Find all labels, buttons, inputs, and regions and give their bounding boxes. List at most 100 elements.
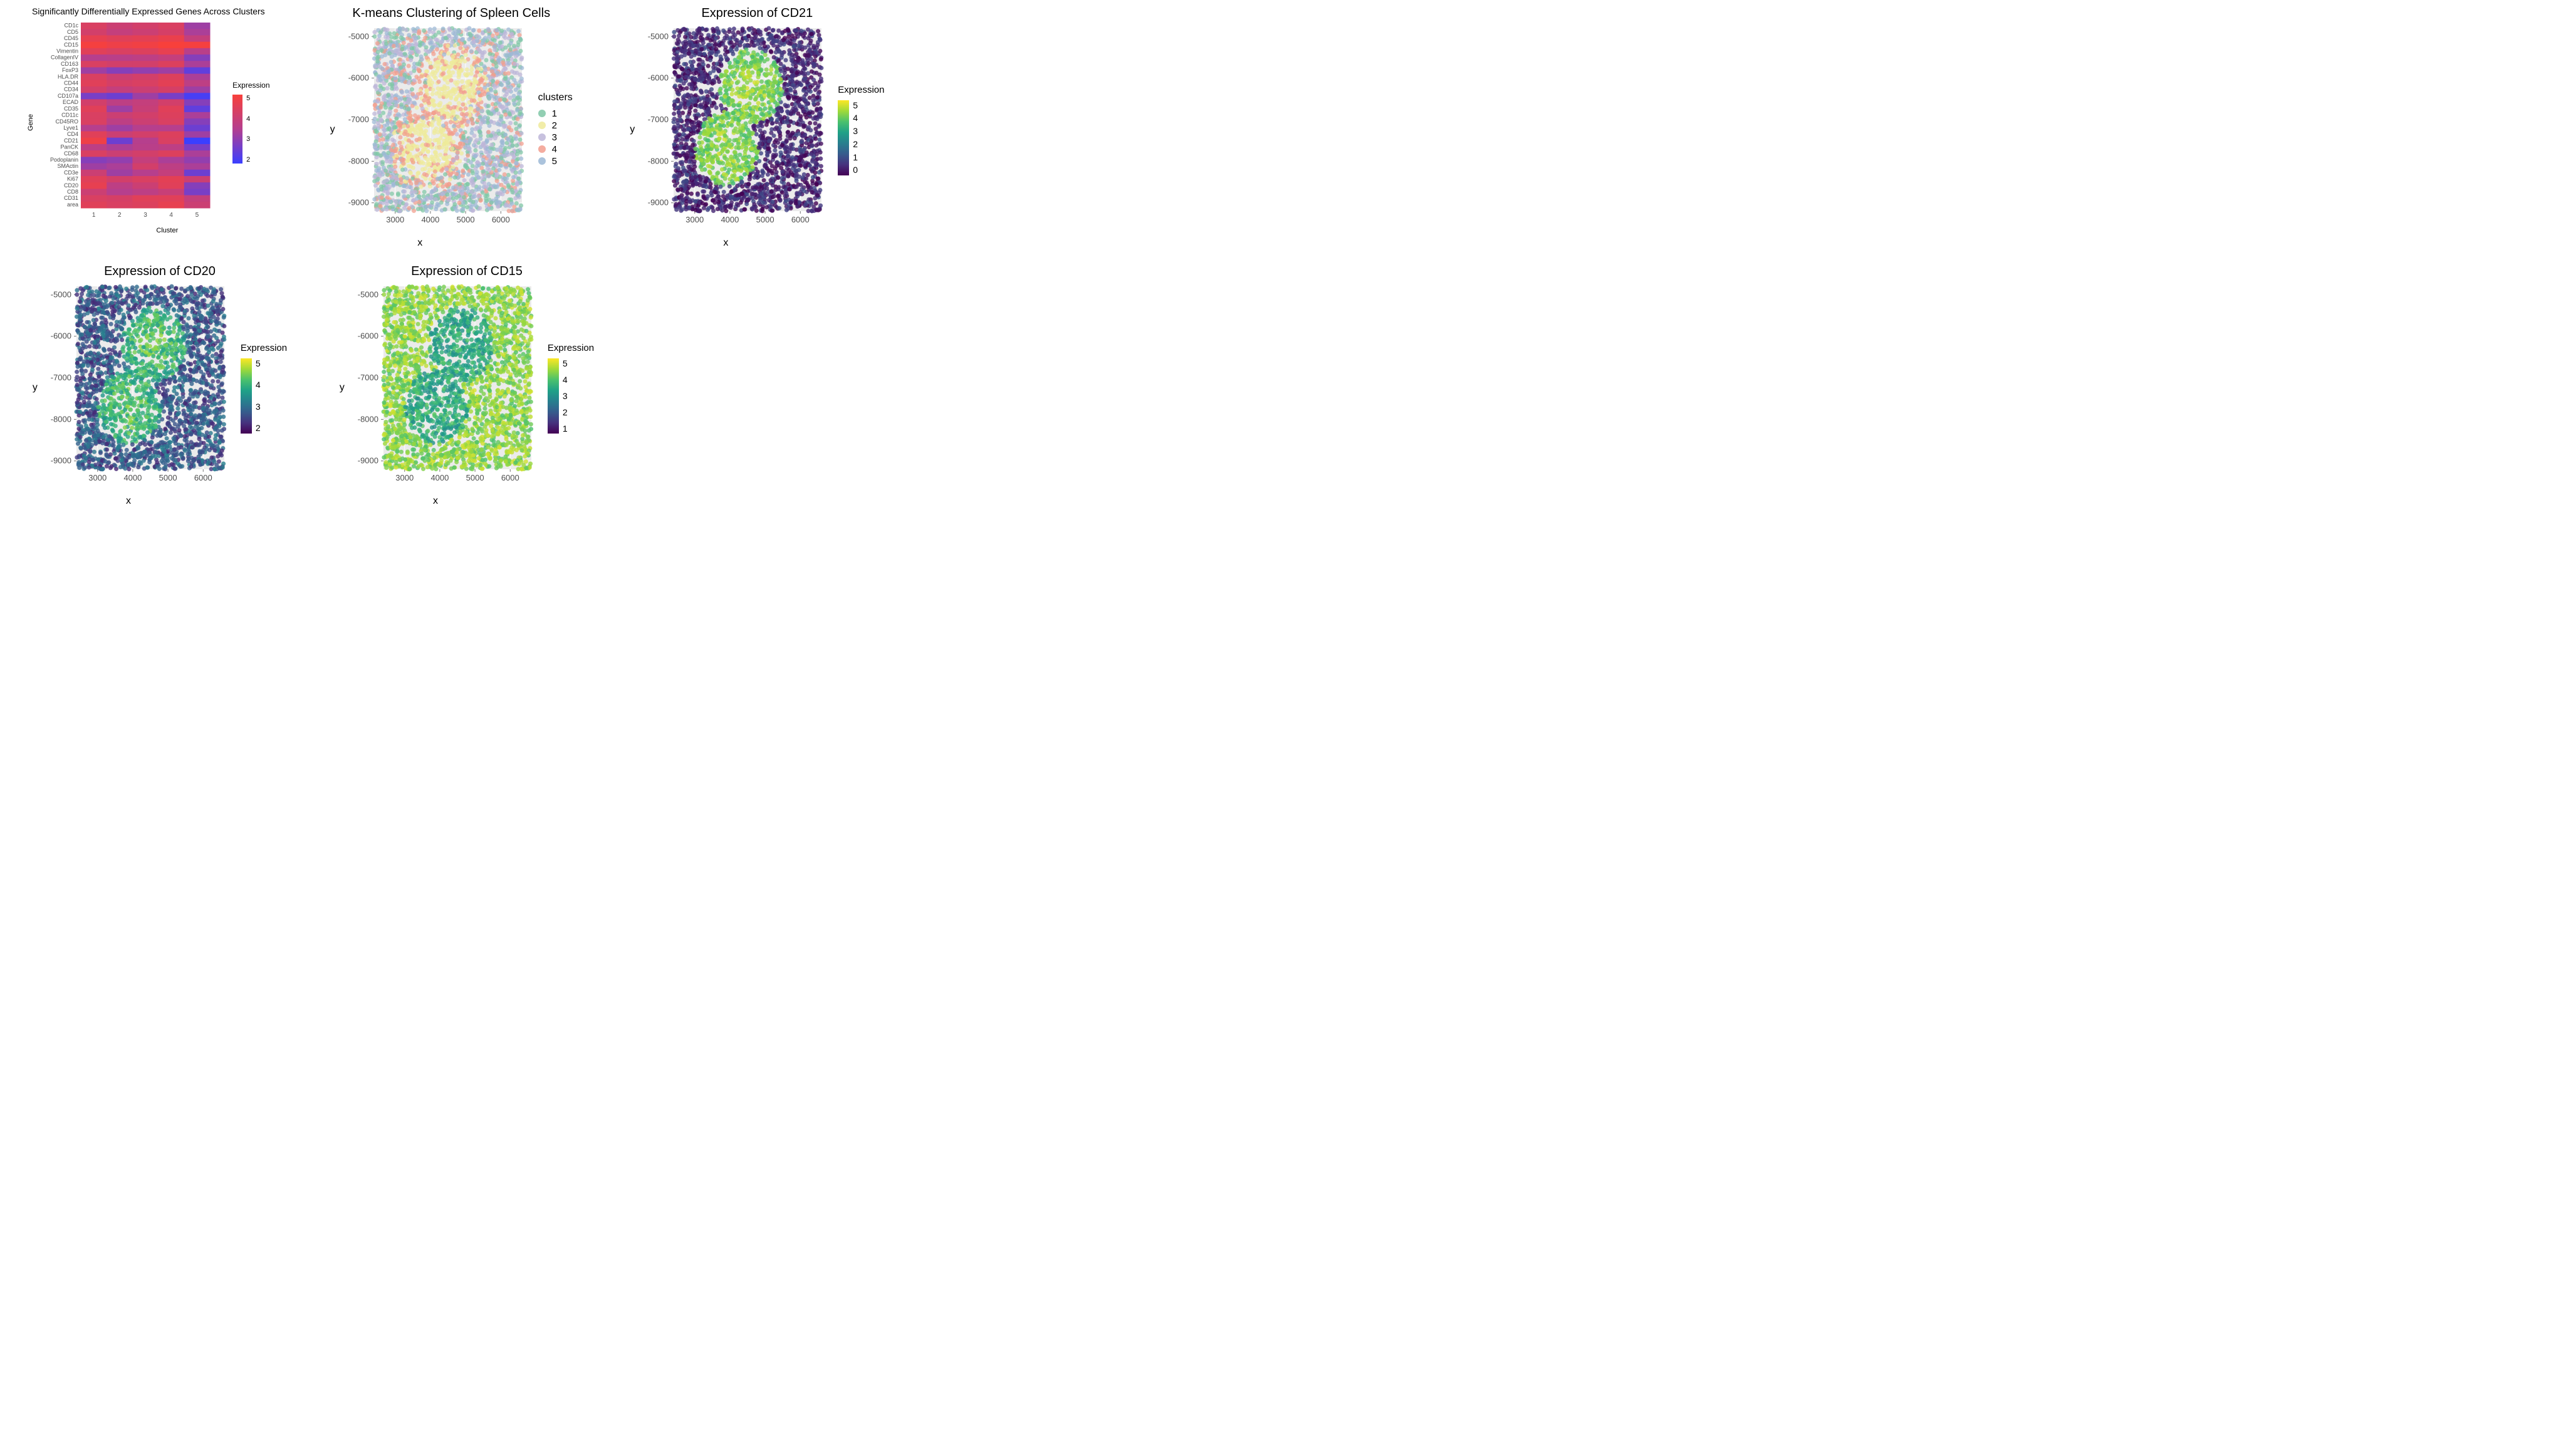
cd15-title: Expression of CD15: [411, 264, 523, 279]
heatmap-ylabel: Gene: [27, 114, 34, 131]
kmeans-legend-title: clusters: [538, 92, 573, 103]
kmeans-plot-wrap: y 3000400050006000-5000-6000-7000-8000-9…: [330, 23, 573, 236]
heatmap-colorbar-strip: [232, 95, 242, 164]
svg-text:CD8: CD8: [67, 189, 78, 195]
svg-text:area: area: [67, 201, 78, 207]
row-2: Expression of CD20 y 3000400050006000-50…: [13, 264, 902, 507]
cd15-plot-wrap: y 3000400050006000-5000-6000-7000-8000-9…: [340, 281, 594, 494]
cd15-ylabel: y: [340, 382, 345, 393]
svg-text:4: 4: [170, 212, 174, 219]
svg-text:ECAD: ECAD: [63, 99, 79, 105]
heatmap-panel: Significantly Differentially Expressed G…: [13, 6, 284, 234]
svg-text:2: 2: [118, 212, 122, 219]
legend-label: 2: [552, 120, 557, 131]
svg-text:5: 5: [195, 212, 199, 219]
svg-text:CD107a: CD107a: [58, 93, 78, 99]
heatmap-colorbar-ticks: 5432: [246, 95, 250, 164]
kmeans-legend-item: 4: [538, 144, 573, 155]
legend-label: 5: [552, 156, 557, 167]
svg-text:-9000: -9000: [648, 198, 669, 207]
svg-text:CD20: CD20: [64, 182, 78, 189]
svg-text:HLA.DR: HLA.DR: [58, 73, 79, 80]
cd15-colorbar-ticks: 54321: [563, 358, 568, 434]
svg-text:CD5: CD5: [67, 29, 78, 35]
heatmap-colorbar: Expression 5432: [232, 81, 269, 164]
svg-text:3000: 3000: [686, 215, 704, 224]
svg-text:6000: 6000: [491, 215, 509, 224]
kmeans-xlabel: x: [417, 237, 485, 249]
kmeans-ylabel: y: [330, 124, 335, 135]
cd20-ylabel: y: [33, 382, 38, 393]
cd21-ylabel: y: [630, 124, 635, 135]
heatmap-svg: CD1cCD5CD45CD15VimentinCollagenIVCD163Fo…: [38, 19, 214, 226]
cd20-svg: 3000400050006000-5000-6000-7000-8000-900…: [41, 281, 229, 494]
cd21-colorbar-ticks: 543210: [853, 100, 858, 175]
cd20-xlabel: x: [126, 496, 194, 507]
cd21-title: Expression of CD21: [701, 6, 813, 21]
legend-dot-icon: [538, 110, 546, 117]
legend-label: 4: [552, 144, 557, 155]
heatmap-title: Significantly Differentially Expressed G…: [32, 6, 265, 16]
legend-dot-icon: [538, 145, 546, 153]
heatmap-plot-wrap: Gene CD1cCD5CD45CD15VimentinCollagenIVCD…: [27, 19, 269, 226]
cd21-colorbar-strip: [838, 100, 849, 175]
heatmap-colorbar-title: Expression: [232, 81, 269, 90]
svg-text:Vimentin: Vimentin: [56, 48, 78, 54]
legend-dot-icon: [538, 122, 546, 129]
svg-text:-8000: -8000: [648, 156, 669, 165]
kmeans-legend-item: 1: [538, 108, 573, 119]
legend-label: 3: [552, 132, 557, 143]
svg-text:Lyve1: Lyve1: [63, 125, 78, 131]
svg-text:CD35: CD35: [64, 105, 78, 112]
svg-text:-8000: -8000: [348, 156, 368, 165]
svg-text:4000: 4000: [721, 215, 739, 224]
svg-text:Ki67: Ki67: [67, 176, 78, 182]
svg-text:CD1c: CD1c: [65, 23, 79, 29]
figure-grid: Significantly Differentially Expressed G…: [0, 0, 915, 519]
svg-text:CD163: CD163: [61, 61, 78, 67]
svg-text:5000: 5000: [456, 215, 474, 224]
svg-text:4000: 4000: [421, 215, 439, 224]
svg-text:CollagenIV: CollagenIV: [51, 55, 78, 61]
cd15-xlabel: x: [433, 496, 501, 507]
svg-text:6000: 6000: [791, 215, 810, 224]
svg-text:CD4: CD4: [67, 131, 78, 137]
kmeans-legend-item: 5: [538, 156, 573, 167]
cd21-svg: 3000 4000 5000 6000 -5000 -6000 -7000 -8000 -900…: [638, 23, 826, 236]
cd21-colorbar-title: Expression: [838, 85, 884, 95]
cd21-xlabel: x: [723, 237, 791, 249]
svg-text:CD31: CD31: [64, 195, 78, 201]
svg-text:-5000: -5000: [648, 31, 669, 41]
svg-text:CD45RO: CD45RO: [56, 118, 79, 125]
cd15-svg: 3000400050006000-5000-6000-7000-8000-900…: [348, 281, 536, 494]
svg-text:CD11c: CD11c: [61, 112, 78, 118]
svg-text:SMActin: SMActin: [58, 163, 79, 169]
kmeans-legend-item: 3: [538, 132, 573, 143]
svg-text:5000: 5000: [756, 215, 774, 224]
svg-text:3000: 3000: [386, 215, 404, 224]
svg-text:-9000: -9000: [348, 198, 368, 207]
svg-text:-7000: -7000: [348, 115, 368, 124]
cd21-colorbar: Expression 543210: [838, 85, 884, 175]
svg-text:-6000: -6000: [648, 73, 669, 83]
svg-text:CD3e: CD3e: [64, 169, 78, 175]
svg-text:Podoplanin: Podoplanin: [50, 157, 78, 163]
cd20-plot-wrap: y 3000400050006000-5000-6000-7000-8000-9…: [33, 281, 287, 494]
legend-label: 1: [552, 108, 557, 119]
svg-text:-7000: -7000: [648, 115, 669, 124]
cd21-plot-wrap: y 3000 4000 5000 6000 -5000 -6000 -7000 -8000 -9…: [630, 23, 884, 236]
svg-text:CD15: CD15: [64, 41, 78, 48]
legend-dot-icon: [538, 157, 546, 165]
svg-text:FoxP3: FoxP3: [62, 67, 78, 73]
cd15-colorbar-strip: [548, 358, 559, 434]
svg-text:CD68: CD68: [64, 150, 78, 157]
svg-text:-6000: -6000: [348, 73, 368, 83]
svg-text:PanCK: PanCK: [61, 144, 79, 150]
svg-text:CD34: CD34: [64, 86, 78, 93]
kmeans-title: K-means Clustering of Spleen Cells: [352, 6, 550, 21]
cd15-colorbar-title: Expression: [548, 343, 594, 353]
svg-text:CD45: CD45: [64, 35, 78, 41]
cd20-colorbar: Expression 5432: [241, 343, 287, 434]
kmeans-legend: clusters 12345: [538, 92, 573, 168]
cd20-colorbar-title: Expression: [241, 343, 287, 353]
